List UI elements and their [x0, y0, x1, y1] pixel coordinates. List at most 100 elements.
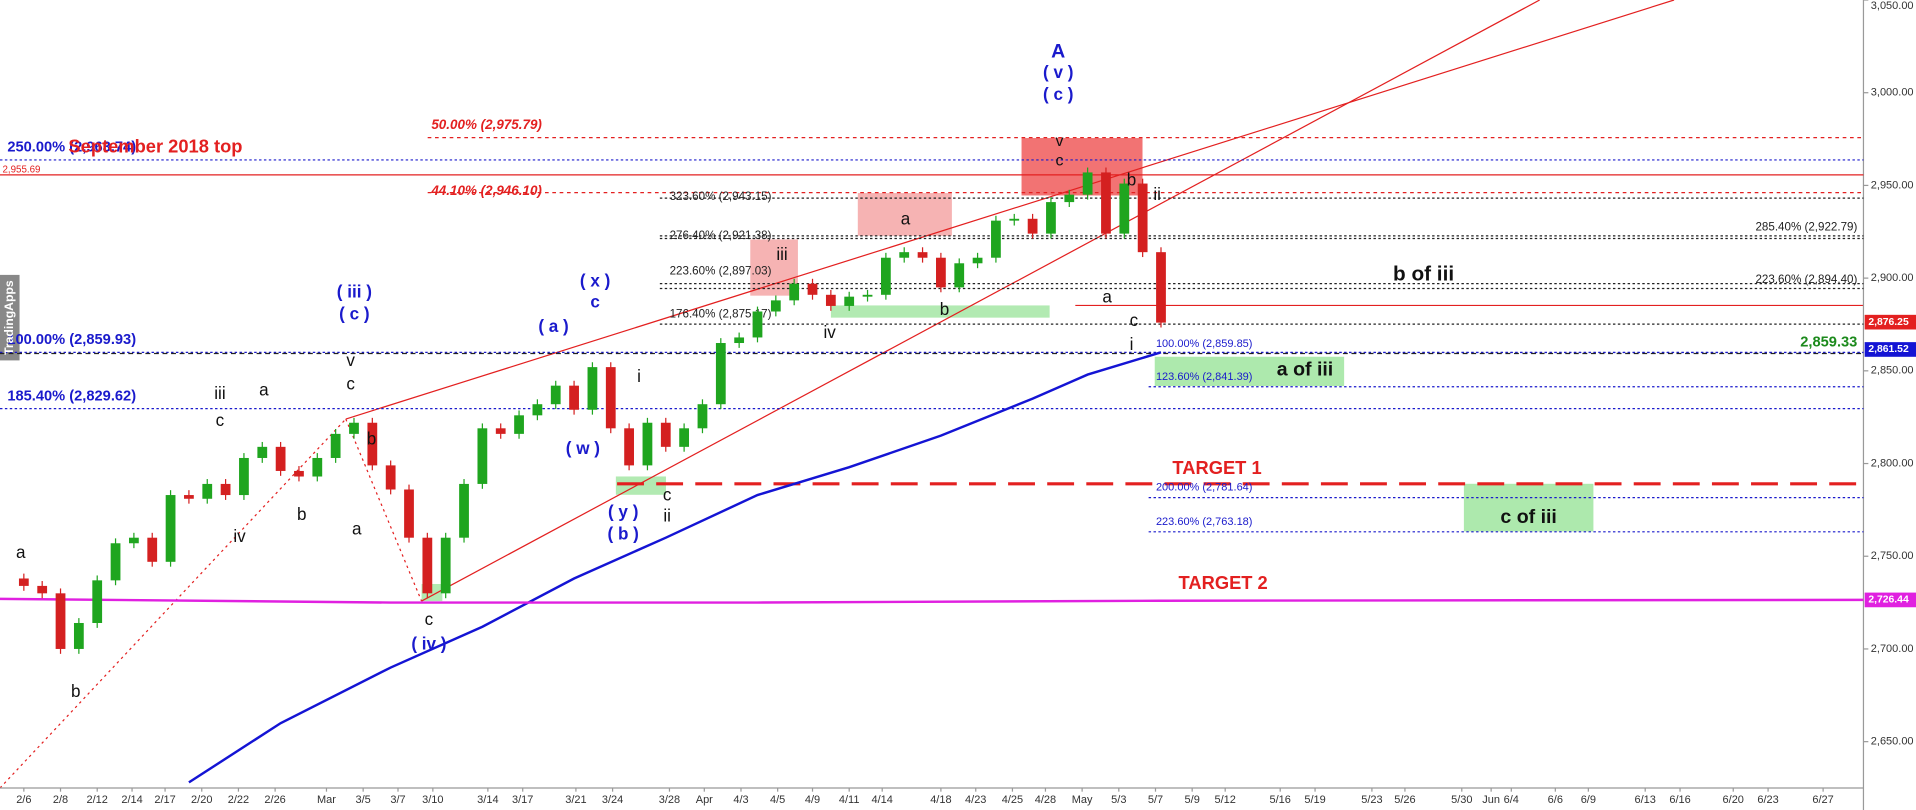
candle-body: [1009, 218, 1020, 221]
candle-body: [789, 283, 800, 301]
candle-body: [1046, 202, 1056, 234]
trend-line: [421, 0, 1540, 602]
wave-label: ii: [1153, 185, 1161, 204]
x-tick-label: Mar: [317, 794, 336, 806]
zone-box: [830, 305, 1050, 318]
candle-body: [184, 495, 194, 499]
price-tag-label: 2,726.44: [1868, 595, 1909, 606]
candle-body: [825, 294, 836, 306]
overlay-line: [0, 597, 1864, 604]
wave-label: ( a ): [538, 317, 568, 336]
candle-body: [734, 337, 745, 344]
zone-box: [1154, 356, 1345, 387]
candle-body: [367, 422, 378, 466]
candle-body: [550, 385, 561, 405]
wave-label: ( w ): [566, 439, 600, 458]
candle-body: [422, 537, 433, 594]
candle-body: [1119, 183, 1130, 234]
candle-body: [752, 311, 763, 338]
level-label: 185.40% (2,829.62): [7, 388, 136, 404]
x-tick-label: 3/21: [565, 794, 586, 806]
x-tick-label: 5/30: [1451, 794, 1472, 806]
candle-body: [991, 220, 1001, 258]
x-tick-label: 2/6: [16, 794, 31, 806]
candle-body: [679, 428, 690, 447]
price-tag: [1864, 314, 1916, 330]
wave-label: a: [16, 543, 26, 562]
level-label: 44.10% (2,946.10): [430, 183, 542, 198]
candle-body: [954, 263, 965, 288]
x-tick-label: Apr: [696, 794, 713, 806]
wave-label: ( v ): [1043, 63, 1073, 82]
level-label: 100.00% (2,859.93): [7, 332, 136, 348]
x-tick-label: 4/9: [805, 794, 820, 806]
candle-body: [275, 446, 286, 471]
candle-body: [1082, 172, 1093, 195]
x-tick-label: 5/26: [1394, 794, 1415, 806]
candle-body: [770, 300, 781, 312]
candle-body: [440, 537, 451, 594]
level-label: 285.40% (2,922.79): [1755, 220, 1857, 233]
wave-label: v: [1055, 133, 1063, 150]
candle-body: [624, 428, 634, 466]
x-tick-label: 6/4: [1504, 794, 1519, 806]
x-tick-label: 3/10: [422, 794, 443, 806]
price-tag: [1864, 342, 1916, 357]
candle-body: [862, 294, 873, 297]
x-tick-label: 5/19: [1304, 794, 1325, 806]
x-tick-label: 5/12: [1214, 794, 1235, 806]
x-tick-label: 4/3: [733, 794, 748, 806]
candle-body: [110, 543, 121, 581]
candle-body: [129, 537, 139, 544]
candle-body: [495, 428, 506, 434]
candle-body: [1156, 252, 1166, 323]
level-label: 223.60% (2,894.40): [1755, 273, 1857, 286]
x-tick-label: 2/26: [264, 794, 285, 806]
watermark-box: [0, 274, 20, 361]
candle-body: [73, 622, 84, 649]
wave-label: TARGET 1: [1172, 457, 1261, 478]
trend-line: [345, 0, 1675, 420]
level-label: 176.40% (2,875.17): [670, 307, 772, 320]
y-tick-label: 2,900.00: [1871, 272, 1914, 284]
x-tick-label: Jun: [1482, 794, 1500, 806]
candle-body: [532, 404, 543, 416]
x-tick-label: 6/9: [1581, 794, 1596, 806]
y-tick-label: 2,650.00: [1871, 736, 1914, 748]
wave-label: c: [346, 374, 355, 393]
overlay-line: [188, 351, 1162, 784]
y-tick-label: 2,700.00: [1871, 643, 1914, 655]
x-tick-label: 5/23: [1361, 794, 1382, 806]
candle-body: [312, 457, 323, 477]
x-tick-label: 6/23: [1757, 794, 1778, 806]
wave-label: c: [1055, 152, 1063, 169]
x-tick-label: 6/6: [1548, 794, 1563, 806]
wave-label: b: [297, 505, 307, 524]
wave-label: b of iii: [1393, 262, 1454, 285]
wave-label: b: [940, 300, 950, 319]
zone-box: [857, 193, 952, 236]
wave-label: ( c ): [1043, 85, 1073, 104]
x-tick-label: 4/11: [839, 794, 860, 806]
wave-label: b: [1127, 170, 1137, 189]
wave-label: a: [1102, 288, 1112, 307]
wave-label: b: [367, 429, 377, 448]
level-label: 100.00% (2,859.85): [1156, 338, 1253, 350]
candle-body: [147, 537, 158, 562]
candle-body: [220, 483, 231, 496]
candle-body: [294, 470, 304, 477]
price-tag-label: 2,876.25: [1868, 317, 1909, 328]
x-tick-label: 3/7: [390, 794, 405, 806]
candle-body: [202, 483, 213, 499]
price-tag: [1864, 592, 1916, 608]
x-tick-label: 5/9: [1185, 794, 1200, 806]
x-tick-label: 3/5: [356, 794, 371, 806]
candle-body: [165, 495, 176, 562]
candle-body: [972, 257, 983, 264]
level-label: 223.60% (2,897.03): [670, 264, 772, 277]
candle-body: [37, 585, 48, 594]
y-tick-label: 3,050.00: [1871, 0, 1914, 12]
x-tick-label: 6/16: [1669, 794, 1690, 806]
